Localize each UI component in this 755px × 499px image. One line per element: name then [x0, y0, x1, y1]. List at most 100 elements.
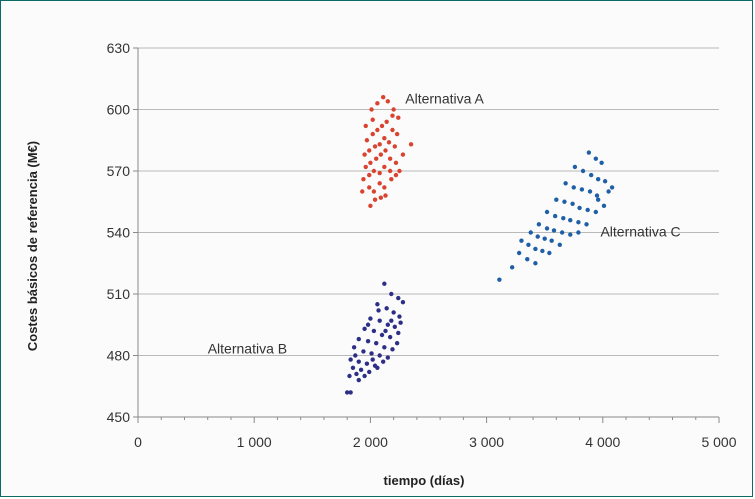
x-tick-label: 1 000 [237, 434, 272, 450]
data-point [533, 246, 538, 252]
y-tick-label: 510 [107, 286, 131, 302]
data-point [369, 351, 374, 356]
data-point [372, 144, 378, 149]
y-tick-label: 540 [107, 225, 131, 241]
data-point [362, 326, 367, 332]
data-point [389, 291, 394, 297]
data-point [367, 369, 372, 375]
data-point [375, 101, 380, 106]
data-point [382, 136, 387, 141]
data-point [380, 95, 386, 100]
series-label: Alternativa C [600, 224, 680, 240]
data-point [383, 148, 388, 153]
data-point [519, 238, 524, 243]
data-point [354, 371, 359, 377]
data-point [392, 144, 398, 149]
data-point [370, 117, 375, 122]
x-tick-label: 2 000 [353, 434, 388, 450]
data-point [361, 177, 366, 182]
y-tick-label: 600 [107, 102, 131, 118]
data-point [387, 168, 393, 174]
data-point [372, 197, 378, 202]
data-point [367, 185, 372, 190]
data-point [609, 185, 615, 190]
x-axis-title: tiempo (días) [384, 473, 465, 488]
data-point [571, 185, 576, 190]
data-point [368, 316, 373, 321]
data-point [559, 230, 565, 235]
data-point [397, 168, 402, 174]
data-point [391, 310, 396, 315]
data-point [525, 256, 530, 262]
data-point [393, 160, 399, 165]
data-point [394, 341, 400, 346]
data-point [377, 142, 382, 147]
data-point [400, 152, 406, 157]
series-alternativa-a [360, 95, 414, 209]
data-point [528, 230, 533, 235]
data-point [576, 230, 581, 235]
data-point [353, 353, 358, 358]
x-tick-label: 5 000 [701, 434, 736, 450]
data-point [382, 345, 387, 350]
data-point [526, 242, 531, 247]
y-tick-label: 480 [107, 348, 131, 364]
data-point [396, 330, 401, 336]
y-tick-label: 630 [107, 40, 131, 56]
data-point [535, 234, 540, 239]
data-point [391, 107, 396, 112]
data-point [365, 322, 371, 327]
data-point [584, 222, 589, 227]
data-point [390, 347, 395, 352]
data-point [568, 218, 573, 223]
data-point [370, 357, 375, 362]
data-point [350, 365, 356, 370]
y-tick-label: 570 [107, 163, 131, 179]
data-point [516, 250, 522, 256]
data-point [594, 193, 600, 198]
x-tick-label: 0 [134, 434, 142, 450]
data-point [379, 332, 385, 338]
data-point [385, 322, 391, 327]
data-point [562, 199, 567, 204]
data-point [552, 213, 558, 219]
data-point [362, 152, 367, 157]
x-tick-label: 4 000 [585, 434, 620, 450]
data-point [377, 318, 382, 323]
data-point [585, 207, 590, 213]
data-point [595, 197, 601, 202]
y-axis-title: Costes básicos de referencia (M€) [25, 141, 40, 351]
data-point [542, 236, 547, 241]
data-point [577, 205, 582, 211]
data-point [497, 277, 502, 282]
data-point [393, 172, 399, 178]
data-point [382, 185, 387, 190]
data-point [380, 359, 386, 364]
data-point [363, 123, 368, 129]
data-point [364, 361, 370, 366]
data-point [396, 295, 401, 301]
axis-ticks: 450 480 510 540 570 600 630 0 1 000 2 000 3 000 4 0… [107, 40, 737, 450]
data-point [579, 187, 585, 192]
data-point [561, 215, 566, 221]
data-point [368, 203, 373, 209]
data-point [364, 138, 370, 143]
data-point [347, 373, 352, 379]
data-point [570, 201, 575, 206]
y-tick-label: 450 [107, 409, 131, 425]
data-point [384, 119, 389, 125]
data-point [375, 127, 380, 133]
x-tick-label: 3 000 [469, 434, 504, 450]
data-point [602, 179, 608, 184]
data-point [367, 148, 372, 153]
data-point [371, 168, 377, 174]
data-point [383, 328, 388, 334]
data-point [572, 164, 578, 170]
data-point [363, 164, 368, 170]
data-point [382, 281, 387, 286]
data-point [549, 238, 554, 243]
data-point [398, 320, 403, 325]
data-point [390, 113, 395, 118]
data-point [361, 349, 366, 354]
data-point [533, 261, 538, 266]
